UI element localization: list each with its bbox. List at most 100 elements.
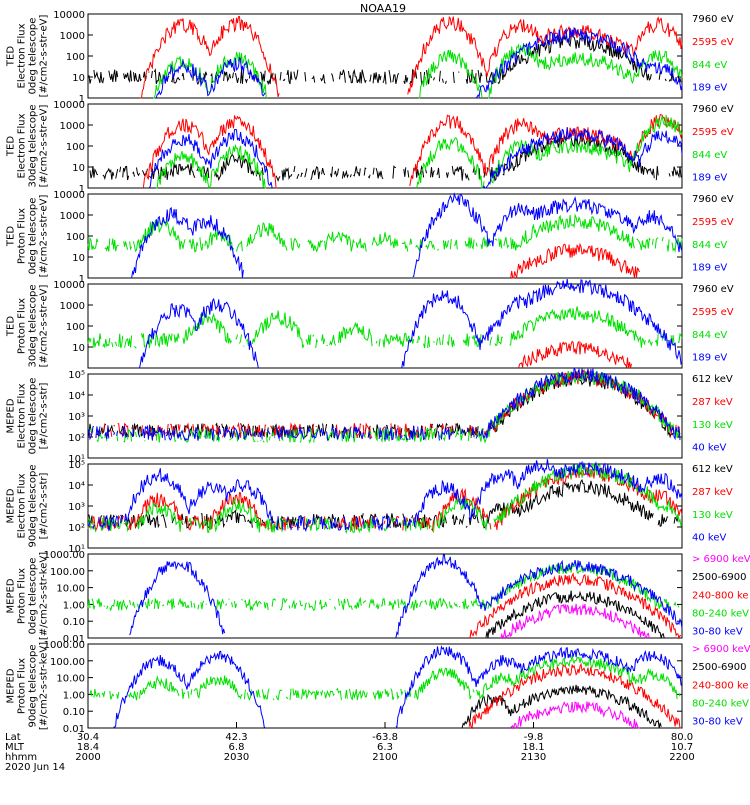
legend-item: > 6900 keV	[692, 554, 750, 565]
y-axis-label-line: 0deg telescope	[28, 198, 39, 275]
y-axis-label-line: MEPED	[6, 488, 17, 523]
legend-item: 130 keV	[692, 510, 733, 521]
legend-item: 2595 eV	[692, 307, 734, 318]
legend-item: 80-240 keV	[692, 698, 749, 709]
y-axis-label-line: [#/cm2-s-str]	[39, 472, 50, 539]
legend-item: 30-80 keV	[692, 627, 743, 638]
legend-item: 2595 eV	[692, 37, 734, 48]
y-tick-label: 1000	[60, 301, 85, 312]
y-axis-label-line: 0deg telescope	[28, 18, 39, 95]
y-axis-label: MEPEDProton Flux0deg telescope[#/cm2-s-s…	[6, 552, 50, 640]
legend-item: 189 eV	[692, 83, 727, 94]
panel-frame	[88, 284, 682, 368]
y-tick-label: 10.00	[56, 674, 85, 685]
y-axis-label-line: Electron Flux	[17, 473, 28, 538]
y-tick-label: 10000	[53, 280, 85, 291]
y-tick-label: 100	[66, 322, 85, 333]
y-axis-label-line: Electron Flux	[17, 113, 28, 178]
y-axis-label-line: 0deg telescope	[28, 558, 39, 635]
panel-frame	[88, 374, 682, 458]
y-axis-label-line: [#/cm2-s-str-keV]	[39, 552, 50, 640]
y-axis-label-line: Proton Flux	[17, 298, 28, 354]
legend-item: 844 eV	[692, 330, 727, 341]
panel-7: 0.010.101.0010.00100.001000.00MEPEDProto…	[6, 550, 750, 645]
y-tick-label: 100.00	[50, 567, 85, 578]
y-tick-label: 0.10	[63, 617, 85, 628]
y-tick-label: 10²	[68, 433, 85, 444]
y-axis-label-line: MEPED	[6, 668, 17, 703]
y-axis-label-line: Electron Flux	[17, 23, 28, 88]
panel-8: 0.010.101.0010.00100.001000.00MEPEDProto…	[6, 640, 750, 735]
series-trace-red	[88, 466, 682, 531]
y-tick-label: 10000	[53, 100, 85, 111]
legend-item: 7960 eV	[692, 104, 734, 115]
y-tick-label: 10²	[68, 523, 85, 534]
legend-item: 7960 eV	[692, 14, 734, 25]
legend-item: 2500-6900	[692, 572, 747, 583]
legend-item: 2595 eV	[692, 217, 734, 228]
x-tick-label: 2130	[521, 752, 546, 763]
y-axis-label-line: [#/cm2-s-str-eV]	[39, 195, 50, 278]
panel-frame	[88, 194, 682, 278]
y-axis-label-line: MEPED	[6, 398, 17, 433]
y-axis-label-line: TED	[6, 226, 17, 247]
legend-item: 612 keV	[692, 374, 733, 385]
series-trace-blue	[156, 28, 682, 98]
y-tick-label: 10³	[68, 412, 85, 423]
legend-item: 40 keV	[692, 533, 726, 544]
legend-item: 130 keV	[692, 420, 733, 431]
y-tick-label: 1000.00	[44, 640, 85, 651]
series-trace-magenta	[511, 701, 640, 728]
y-tick-label: 100	[66, 232, 85, 243]
legend-item: 7960 eV	[692, 284, 734, 295]
y-tick-label: 100.00	[50, 657, 85, 668]
y-axis-label-line: Proton Flux	[17, 568, 28, 624]
series-trace-red	[519, 341, 632, 368]
panel-frame	[88, 464, 682, 548]
series-trace-black	[88, 372, 682, 438]
x-tick-label: 2100	[372, 752, 397, 763]
y-axis-label-line: [#/cm2-s-str-eV]	[39, 15, 50, 98]
y-axis-label-line: 90deg telescope	[28, 464, 39, 547]
y-axis-label-line: 0deg telescope	[28, 378, 39, 455]
y-axis-label-line: Proton Flux	[17, 658, 28, 714]
y-tick-label: 10⁴	[68, 481, 85, 492]
y-axis-label: TEDProton Flux30deg telescope[#/cm2-s-st…	[6, 284, 50, 367]
panel-frame	[88, 14, 682, 98]
y-tick-label: 10⁵	[68, 460, 85, 471]
x-tick-label: 2000	[75, 752, 100, 763]
y-tick-label: 10	[72, 343, 85, 354]
y-tick-label: 10	[72, 73, 85, 84]
legend-item: 844 eV	[692, 60, 727, 71]
legend-item: 844 eV	[692, 150, 727, 161]
y-axis-label: MEPEDElectron Flux0deg telescope[#/cm2-s…	[6, 378, 50, 455]
y-tick-label: 1.00	[63, 600, 85, 611]
series-trace-green	[156, 115, 682, 188]
y-tick-label: 10⁴	[68, 391, 85, 402]
series-trace-red	[511, 244, 640, 278]
y-axis-label-line: MEPED	[6, 578, 17, 613]
panel-frame	[88, 644, 682, 728]
y-tick-label: 10.00	[56, 584, 85, 595]
y-axis-label-line: 30deg telescope	[28, 284, 39, 367]
legend-item: 287 keV	[692, 397, 733, 408]
y-axis-label: TEDElectron Flux0deg telescope[#/cm2-s-s…	[6, 15, 50, 98]
legend-item: 40 keV	[692, 443, 726, 454]
legend-item: 189 eV	[692, 173, 727, 184]
y-axis-label: TEDProton Flux0deg telescope[#/cm2-s-str…	[6, 195, 50, 278]
y-tick-label: 1000	[60, 31, 85, 42]
y-tick-label: 10³	[68, 502, 85, 513]
y-tick-label: 1.00	[63, 690, 85, 701]
legend-item: 189 eV	[692, 263, 727, 274]
y-tick-label: 10	[72, 163, 85, 174]
y-tick-label: 0.10	[63, 707, 85, 718]
y-tick-label: 100	[66, 142, 85, 153]
y-tick-label: 1000	[60, 121, 85, 132]
y-axis-label-line: [#/cm2-s-str-keV]	[39, 642, 50, 730]
